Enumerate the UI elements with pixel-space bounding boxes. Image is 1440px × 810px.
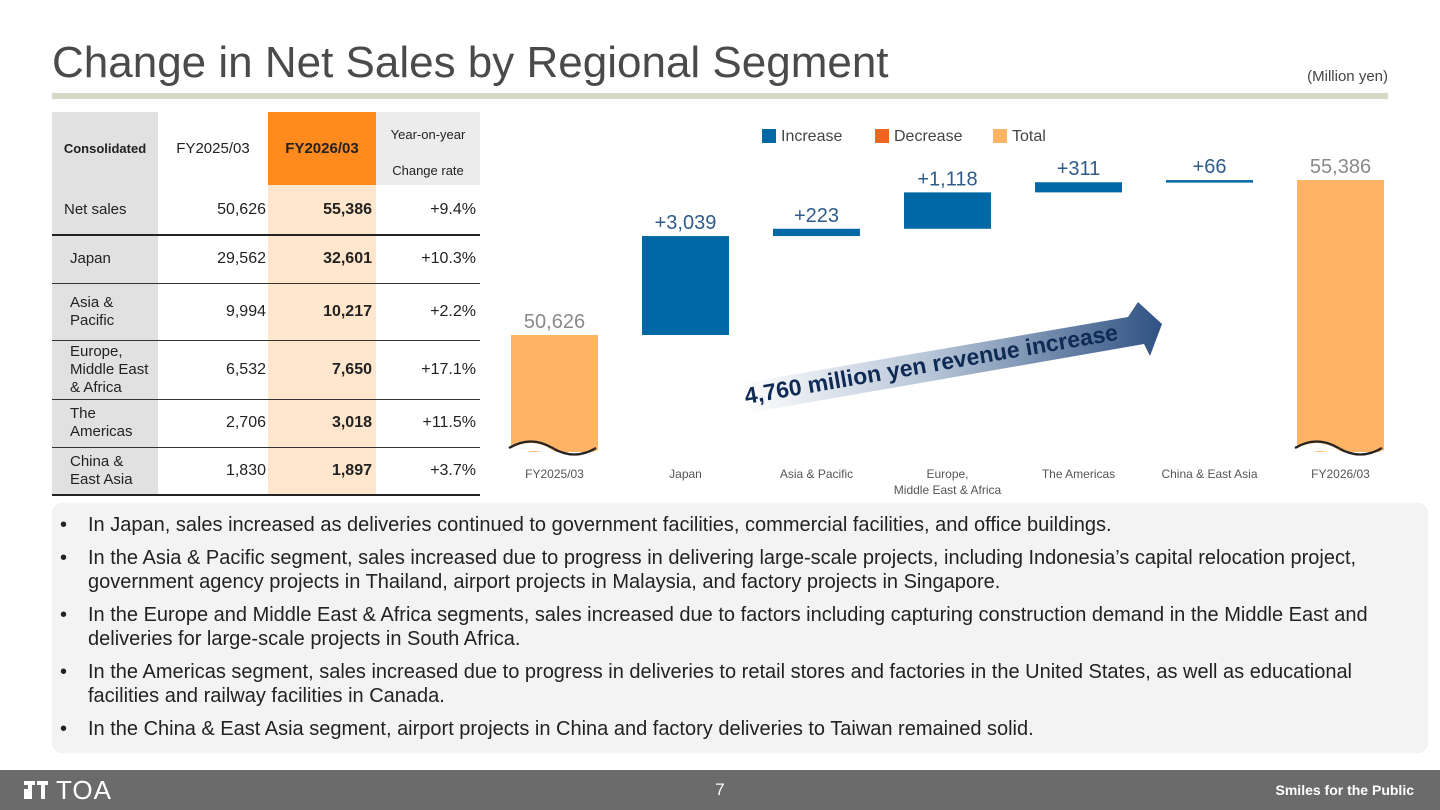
- page-number: 7: [715, 780, 725, 799]
- row-label: Europe, Middle East & Africa: [52, 340, 158, 400]
- category-label-3-1: Middle East & Africa: [894, 483, 1002, 497]
- legend-swatch-increase: [762, 129, 776, 143]
- header-change-rate: Change rate: [376, 156, 480, 185]
- annotation-text: 4,760 million yen revenue increase: [742, 319, 1119, 409]
- legend-swatch-total: [993, 129, 1007, 143]
- table-row: Europe, Middle East & Africa 6,532 7,650 +17.…: [52, 340, 480, 400]
- fy2025-value: 2,706: [158, 399, 268, 448]
- fy2026-value: 1,897: [268, 447, 376, 496]
- header-fy2025: FY2025/03: [158, 112, 268, 185]
- bar-6: [1297, 180, 1384, 452]
- fy2025-value: 29,562: [158, 235, 268, 284]
- unit-label: (Million yen): [1307, 68, 1388, 85]
- data-label-0: 50,626: [524, 311, 585, 333]
- bar-2: [773, 228, 860, 237]
- waterfall-chart: Increase Decrease Total 50,626 FY2025/03 +3,0…: [508, 128, 1387, 497]
- commentary-item: • In the China & East Asia segment, airpo…: [52, 717, 1418, 741]
- annotation-arrow: [738, 302, 1162, 412]
- fy2025-value: 1,830: [158, 447, 268, 496]
- row-label: Net sales: [52, 185, 158, 236]
- logo-text: TOA: [56, 774, 112, 805]
- axis-break-gap-6: [1294, 443, 1387, 465]
- row-label: China & East Asia: [52, 447, 158, 496]
- data-label-3: +1,118: [917, 168, 977, 190]
- category-label-2: Asia & Pacific: [780, 467, 853, 481]
- table-body: Net sales 50,626 55,386 +9.4% Japan 29,562 32,…: [52, 185, 480, 496]
- commentary-item: • In the Americas segment, sales increase…: [52, 660, 1418, 708]
- legend-label-increase: Increase: [781, 128, 842, 145]
- fy2026-value: 32,601: [268, 235, 376, 284]
- yoy-value: +17.1%: [376, 340, 480, 400]
- toa-logo-icon: [24, 781, 48, 799]
- commentary-text: In the Asia & Pacific segment, sales inc…: [88, 547, 1357, 593]
- data-label-1: +3,039: [655, 212, 717, 234]
- data-label-4: +311: [1057, 158, 1101, 180]
- bar-0: [511, 335, 598, 452]
- row-label: The Americas: [52, 399, 158, 448]
- table-row: Net sales 50,626 55,386 +9.4%: [52, 185, 480, 236]
- category-label-5: China & East Asia: [1161, 467, 1257, 481]
- yoy-value: +2.2%: [376, 283, 480, 341]
- table-header-row: Consolidated FY2025/03 FY2026/03 Year-on…: [52, 112, 480, 185]
- table-row: Japan 29,562 32,601 +10.3%: [52, 235, 480, 284]
- row-label: Japan: [52, 235, 158, 284]
- commentary-text: In Japan, sales increased as deliveries …: [88, 514, 1112, 536]
- commentary-box: • In Japan, sales increased as deliveries…: [52, 503, 1428, 753]
- footer-bar: TOA 7 Smiles for the Public: [0, 770, 1440, 810]
- header-consolidated: Consolidated: [52, 112, 158, 185]
- legend-label-decrease: Decrease: [894, 128, 963, 145]
- net-sales-table: Consolidated FY2025/03 FY2026/03 Year-on…: [52, 112, 480, 496]
- yoy-value: +11.5%: [376, 399, 480, 448]
- commentary-text: In the Americas segment, sales increased…: [88, 661, 1353, 707]
- category-label-4: The Americas: [1042, 467, 1115, 481]
- fy2025-value: 9,994: [158, 283, 268, 341]
- yoy-value: +10.3%: [376, 235, 480, 284]
- bullet-dot: •: [60, 661, 68, 683]
- row-label: Asia & Pacific: [52, 283, 158, 341]
- fy2026-value: 3,018: [268, 399, 376, 448]
- table-header-subrow: Change rate: [52, 156, 480, 185]
- fy2026-value: 7,650: [268, 340, 376, 400]
- bullet-dot: •: [60, 514, 68, 536]
- legend-label-total: Total: [1012, 128, 1046, 145]
- fy2026-value: 10,217: [268, 283, 376, 341]
- header-yoy: Year-on-year: [376, 112, 480, 156]
- toa-logo: TOA: [24, 774, 112, 805]
- table-row: Asia & Pacific 9,994 10,217 +2.2%: [52, 283, 480, 341]
- table-row: China & East Asia 1,830 1,897 +3.7%: [52, 447, 480, 496]
- tagline: Smiles for the Public: [1275, 782, 1414, 798]
- fy2025-value: 6,532: [158, 340, 268, 400]
- category-label-3: Europe,: [926, 467, 968, 481]
- data-label-6: 55,386: [1310, 156, 1371, 178]
- category-label-0: FY2025/03: [525, 467, 584, 481]
- fy2025-value: 50,626: [158, 185, 268, 236]
- bar-5: [1166, 180, 1253, 183]
- commentary-text: In the Europe and Middle East & Africa s…: [88, 604, 1368, 650]
- page-title: Change in Net Sales by Regional Segment: [52, 38, 889, 87]
- bar-1: [642, 236, 729, 335]
- legend-swatch-decrease: [875, 129, 889, 143]
- bar-4: [1035, 182, 1122, 193]
- header-fy2026: FY2026/03: [268, 112, 376, 185]
- bar-3: [904, 192, 991, 229]
- commentary-item: • In the Asia & Pacific segment, sales in…: [52, 546, 1418, 594]
- fy2026-value: 55,386: [268, 185, 376, 236]
- bullet-dot: •: [60, 547, 68, 569]
- data-label-2: +223: [794, 205, 839, 227]
- data-label-5: +66: [1193, 156, 1227, 178]
- table-row: The Americas 2,706 3,018 +11.5%: [52, 399, 480, 448]
- category-label-1: Japan: [669, 467, 702, 481]
- category-label-6: FY2026/03: [1311, 467, 1370, 481]
- yoy-value: +9.4%: [376, 185, 480, 236]
- commentary-text: In the China & East Asia segment, airpor…: [88, 718, 1034, 740]
- commentary-item: • In Japan, sales increased as deliveries…: [52, 513, 1418, 537]
- commentary-item: • In the Europe and Middle East & Africa …: [52, 603, 1418, 651]
- bullet-dot: •: [60, 604, 68, 626]
- axis-break-gap-0: [508, 443, 601, 465]
- commentary-list: • In Japan, sales increased as deliveries…: [52, 513, 1418, 741]
- title-divider: [52, 93, 1388, 99]
- bullet-dot: •: [60, 718, 68, 740]
- yoy-value: +3.7%: [376, 447, 480, 496]
